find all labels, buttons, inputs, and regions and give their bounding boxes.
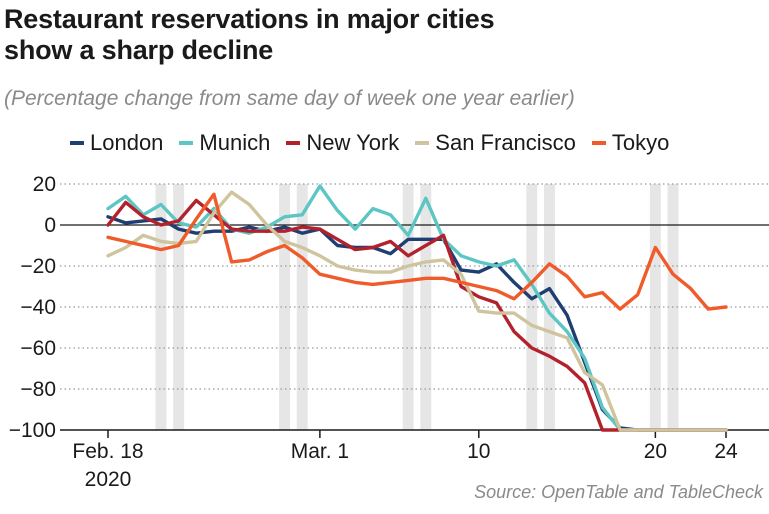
series-line-tokyo — [106, 192, 728, 311]
legend-swatch-san-francisco — [415, 141, 430, 145]
weekend-band-2020-03-06 — [402, 184, 414, 430]
y-tick-label--20: −20 — [20, 255, 56, 278]
legend-swatch-munich — [179, 141, 194, 145]
y-tick-label-20: 20 — [33, 173, 56, 196]
legend-label-munich: Munich — [199, 130, 271, 155]
x-tick-label-2020-03-24: 24 — [714, 440, 738, 463]
legend-item-san-francisco: San Francisco — [415, 130, 576, 156]
legend-item-munich: Munich — [179, 130, 270, 156]
weekend-band-2020-02-22 — [173, 184, 185, 430]
x-tick-label-2020-03-10: 10 — [467, 440, 490, 463]
weekend-band-2020-03-13 — [526, 184, 538, 430]
series-line-london — [106, 215, 728, 432]
y-tick-label--80: −80 — [20, 378, 56, 401]
chart-legend: London Munich New York San Francisco Tokyo — [70, 128, 685, 158]
legend-item-new-york: New York — [286, 130, 399, 156]
legend-swatch-tokyo — [591, 141, 606, 145]
chart-title-line-2: show a sharp decline — [4, 35, 274, 65]
legend-swatch-london — [70, 141, 84, 145]
y-tick-label-0: 0 — [44, 214, 56, 237]
y-tick-label--100: −100 — [9, 419, 56, 442]
source-note: Source: OpenTable and TableCheck — [474, 482, 763, 502]
x-tick-label-2020-02-18: Feb. 18 — [72, 440, 143, 463]
chart-title: Restaurant reservations in major cities … — [4, 4, 495, 66]
chart-subtitle: (Percentage change from same day of week… — [4, 87, 575, 110]
series-line-san-francisco — [106, 190, 728, 432]
legend-item-tokyo: Tokyo — [591, 130, 670, 156]
series-line-munich — [106, 184, 728, 432]
legend-label-new-york: New York — [306, 130, 400, 155]
legend-label-san-francisco: San Francisco — [435, 130, 576, 155]
legend-label-london: London — [90, 130, 164, 155]
y-tick-label--40: −40 — [20, 296, 56, 319]
x-tick-label-2020-03-01: Mar. 1 — [291, 440, 349, 463]
legend-swatch-new-york — [286, 141, 301, 145]
legend-label-tokyo: Tokyo — [611, 130, 670, 155]
legend-item-london: London — [70, 130, 163, 156]
chart-title-line-1: Restaurant reservations in major cities — [4, 4, 495, 34]
weekend-band-2020-02-29 — [296, 184, 308, 430]
x-tick-sublabel-2020-02-18: 2020 — [85, 468, 132, 491]
x-axis: Feb. 18 2020 Mar. 1 10 20 24 — [72, 430, 738, 491]
weekend-band-2020-02-21 — [155, 184, 167, 430]
x-tick-label-2020-03-20: 20 — [644, 440, 667, 463]
weekend-band-2020-03-14 — [543, 184, 555, 430]
y-tick-label--60: −60 — [20, 337, 56, 360]
series-lines — [106, 184, 728, 432]
weekend-band-2020-02-28 — [279, 184, 291, 430]
